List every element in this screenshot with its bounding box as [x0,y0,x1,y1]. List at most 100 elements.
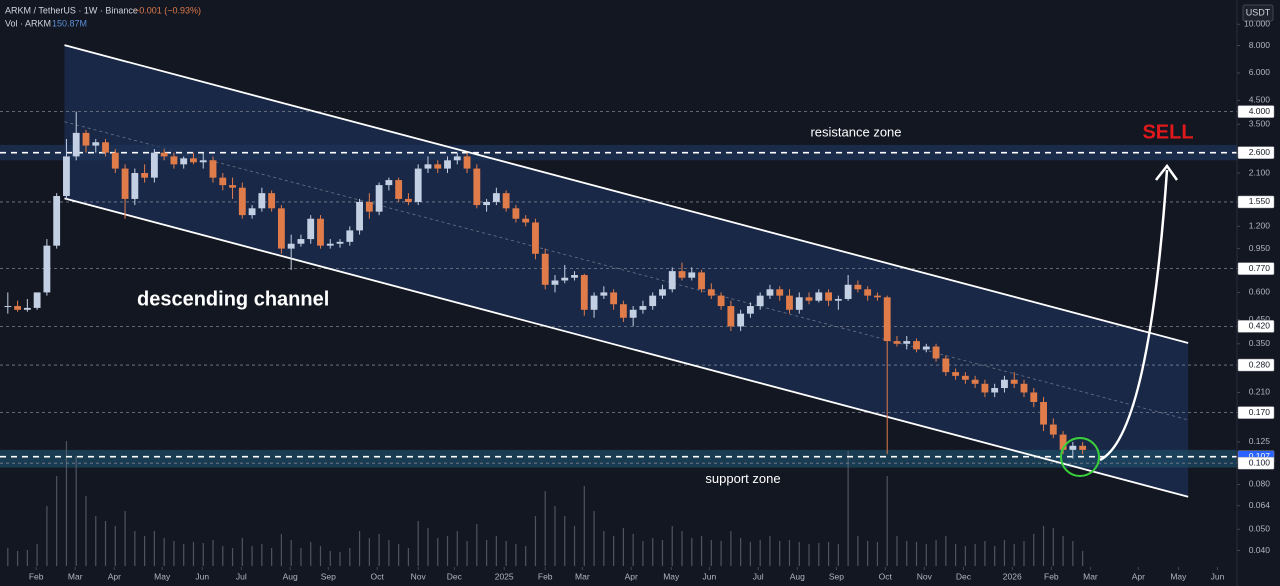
arrow-head [1155,163,1179,181]
chart-title: ARKM / TetherUS · 1W · Binance [5,5,138,15]
y-tick-label: 0.050 [1249,523,1271,533]
x-tick-label: Mar [68,571,83,581]
volume-bar [368,538,370,566]
volume-bar [837,544,839,566]
currency-button[interactable] [1242,4,1274,22]
candle-body [1059,434,1067,450]
x-tick-label: 2025 [495,571,514,581]
volume-bar [124,511,126,566]
volume-bar [378,534,380,566]
candle-body [1040,402,1047,425]
candle-body [219,177,227,186]
x-tick-label: May [1170,571,1187,581]
candle-body [1030,392,1038,403]
volume-bar [310,542,312,566]
level-tag [1237,358,1275,372]
candle-body [297,239,305,244]
y-tick-label: 0.950 [1249,243,1271,253]
currency[interactable]: USDT [1246,7,1271,17]
volume-bar [847,451,849,566]
candle-body [492,193,500,202]
volume-bar [671,526,673,566]
x-tick-label: Dec [447,571,463,581]
price-change: −0.001 (−0.93%) [134,5,201,15]
volume-bar [358,531,361,566]
candle-body [805,297,813,301]
volume-bar [779,541,781,566]
candle-body [424,164,432,169]
volume-bar [319,546,322,566]
volume-bar [700,536,703,566]
candle-body [786,295,793,310]
volume-bar [534,516,537,566]
projection-arrow [1099,169,1169,462]
x-tick-label: Mar [575,571,590,581]
volume-bar [417,521,419,566]
candle-body [883,297,891,342]
candle-body [952,372,960,376]
y-tick-label: 1.200 [1249,221,1271,231]
volume-bar [622,528,624,566]
volume-bar [241,538,243,566]
price-axis-panel [1237,0,1280,586]
volume-bar [740,538,742,566]
candle-body [971,379,979,384]
x-tick-label: Jun [703,571,717,581]
candle-body [63,156,70,196]
volume-bar [1082,550,1084,566]
candle-body [346,230,354,242]
volume-bar [808,544,810,566]
volume-title: Vol · ARKM [5,18,51,28]
candle-body [395,180,403,199]
zone [0,449,1237,468]
candle-body [903,341,911,344]
volume-bar [183,544,185,566]
level-tag-label: 4.000 [1249,106,1271,116]
candle-body [102,142,109,153]
volume-bar [26,550,28,566]
volume-bar [251,546,253,566]
volume-bar [954,544,957,566]
candle-body [756,295,764,307]
volume-bar [642,541,644,566]
x-tick-label: Oct [879,571,893,581]
candle-body [1020,383,1028,393]
candle-body [150,152,158,178]
zone-label: resistance zone [810,124,901,139]
plot: descending channel resistance zone support… [0,44,1237,566]
candle-body [619,304,627,318]
candle-body [248,208,256,216]
volume-bar [710,540,712,566]
volume-bar [231,548,234,566]
highlight-circle [1060,437,1100,477]
level-tag-label: 0.107 [1249,451,1271,461]
volume-bar [7,548,9,566]
volume-bar [427,528,429,566]
volume-bar [261,544,263,566]
x-tick-label: May [154,571,171,581]
x-tick-label: Apr [108,571,121,581]
candle-body [854,284,862,290]
x-tick-label: Feb [29,571,44,581]
candle-body [72,132,80,157]
candle-body [844,284,852,299]
candle-body [727,306,735,327]
y-tick-label: 0.450 [1249,314,1271,324]
x-tick-label: Apr [1132,571,1145,581]
x-tick-label: Sep [321,571,336,581]
y-tick-label: 3.500 [1249,119,1271,129]
candle-body [43,245,51,293]
candle-body [92,142,100,146]
candle-body [483,201,491,206]
candle-body [610,292,618,305]
candle-body [981,383,989,393]
candle-body [277,208,285,249]
volume-bar [192,542,195,566]
x-tick-label: Jun [1211,571,1225,581]
volume-bar [85,496,87,566]
x-tick-label: Nov [917,571,933,581]
volume-bar [613,536,615,566]
volume-bar [437,538,439,566]
candle-body [659,289,666,296]
